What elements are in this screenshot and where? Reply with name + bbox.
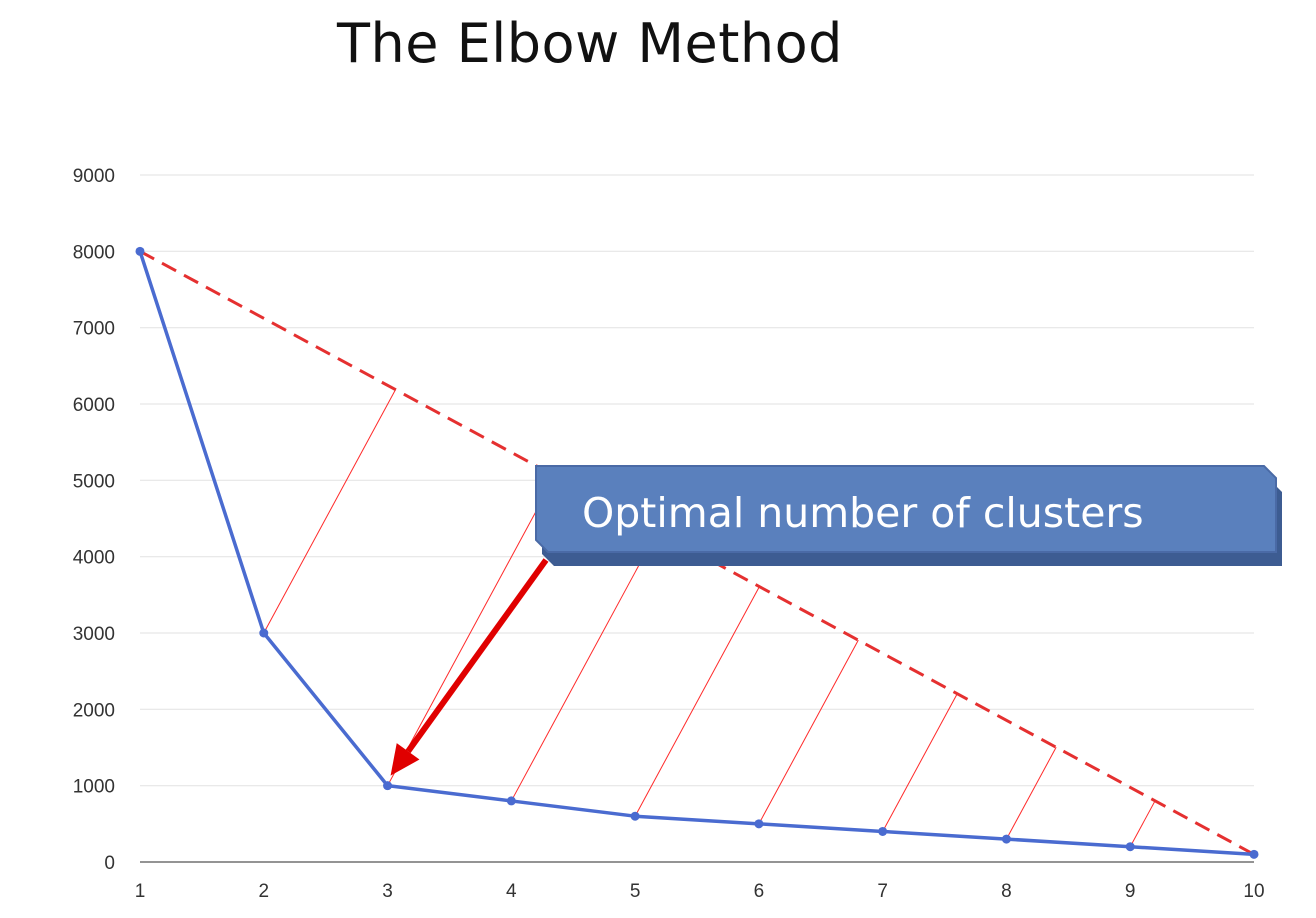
- data-point: [1249, 849, 1259, 859]
- callout-background: [535, 465, 1277, 553]
- y-tick-label: 7000: [73, 319, 115, 340]
- distance-line: [758, 639, 859, 825]
- y-tick-label: 8000: [73, 242, 115, 263]
- chart-title: The Elbow Method: [337, 12, 843, 75]
- distance-line: [263, 389, 396, 634]
- data-point: [878, 826, 888, 836]
- x-tick-label: 7: [877, 881, 888, 902]
- y-tick-label: 9000: [73, 166, 115, 187]
- callout-text: Optimal number of clusters: [582, 489, 1144, 537]
- arrow: [390, 558, 549, 776]
- x-axis-ticks: 1 2 3 4 5 6 7 8 9 10: [135, 881, 1265, 902]
- x-tick-label: 5: [630, 881, 641, 902]
- y-tick-label: 1000: [73, 777, 115, 798]
- y-tick-label: 2000: [73, 700, 115, 721]
- y-tick-label: 5000: [73, 471, 115, 492]
- distance-line: [387, 475, 556, 786]
- data-point: [754, 819, 764, 829]
- x-tick-label: 3: [382, 881, 393, 902]
- data-point: [1125, 842, 1135, 852]
- arrow-head: [390, 743, 420, 776]
- x-tick-label: 6: [754, 881, 765, 902]
- data-point: [506, 796, 516, 806]
- x-tick-label: 4: [506, 881, 517, 902]
- distance-line: [634, 586, 760, 817]
- callout-box: Optimal number of clusters: [535, 465, 1282, 566]
- distance-line: [882, 693, 958, 832]
- series-line: [138, 250, 1255, 857]
- x-tick-label: 2: [258, 881, 269, 902]
- data-point: [259, 628, 269, 638]
- data-point: [383, 781, 393, 791]
- y-tick-label: 4000: [73, 548, 115, 569]
- grid-lines: [140, 174, 1254, 787]
- data-point: [630, 811, 640, 821]
- distance-lines: [263, 389, 1156, 847]
- data-points: [135, 246, 1259, 859]
- y-tick-label: 6000: [73, 395, 115, 416]
- x-tick-label: 8: [1001, 881, 1012, 902]
- y-tick-label: 0: [104, 853, 115, 874]
- data-point: [1001, 834, 1011, 844]
- x-tick-label: 10: [1243, 881, 1264, 902]
- arrow-shaft: [405, 558, 549, 754]
- data-point: [135, 246, 145, 256]
- distance-line: [510, 531, 658, 802]
- y-axis-ticks: 0 1000 2000 3000 4000 5000 6000 7000 8000 9000: [73, 166, 115, 874]
- y-tick-label: 3000: [73, 624, 115, 645]
- distance-line: [1129, 800, 1156, 847]
- x-tick-label: 1: [135, 881, 146, 902]
- distance-line: [1006, 747, 1057, 840]
- x-tick-label: 9: [1125, 881, 1136, 902]
